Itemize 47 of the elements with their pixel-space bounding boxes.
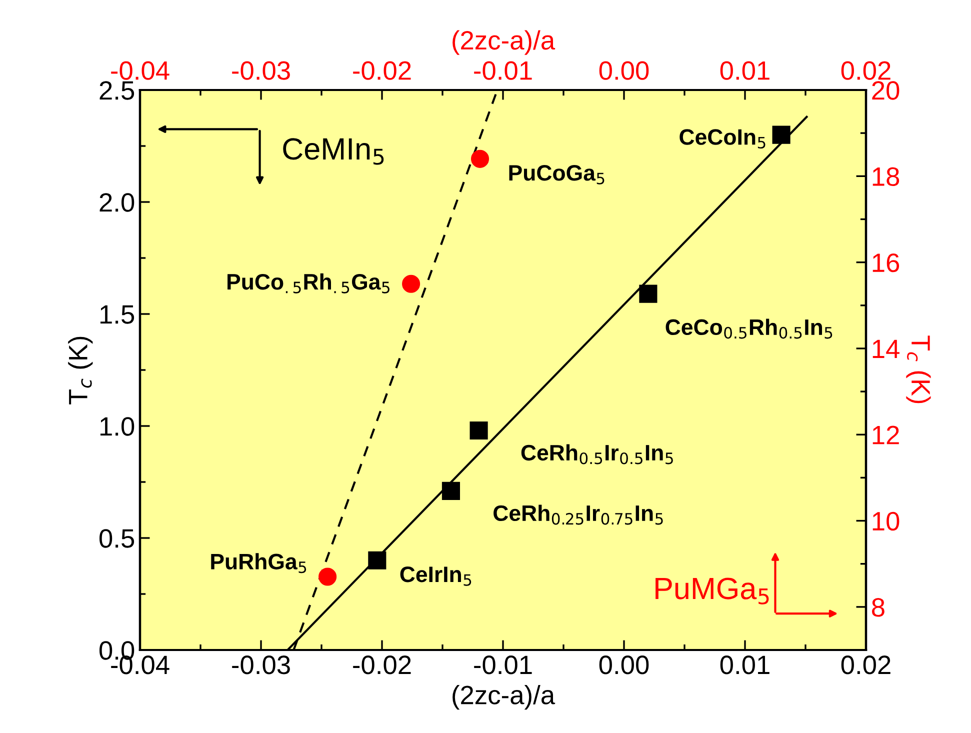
x-tick-label: -0.03: [232, 656, 290, 674]
point: [470, 150, 490, 168]
y-tick-label: 0.5: [99, 529, 134, 548]
series-label: PuRhGa$_{5}$: [211, 553, 306, 574]
annotation: CeMIn$_{5}$: [283, 138, 384, 165]
x-tick-label: -0.02: [353, 656, 411, 674]
x-tick-label: -0.01: [474, 656, 532, 674]
x2-axis-title: (2zc-a)/a: [452, 30, 556, 55]
x2-tick-label: -0.03: [232, 61, 290, 80]
x2-tick-label: -0.04: [111, 61, 170, 80]
y2-tick-label: 20: [872, 81, 900, 100]
x2-tick-label: 0.02: [841, 61, 890, 80]
point: [470, 421, 488, 440]
series-label: PuCo$_{.5}$Rh$_{.5}$Ga$_{5}$: [228, 273, 390, 294]
x-tick-label: 0.00: [599, 656, 649, 674]
point: [368, 551, 386, 570]
y2-tick-label: 16: [872, 253, 900, 272]
x-tick-label: 0.02: [841, 656, 890, 674]
x2-tick-label: 0.01: [720, 61, 770, 80]
y2-tick-label: 10: [872, 512, 900, 531]
y-axis-title: T$_{c}$ (K): [68, 336, 93, 404]
y-tick-label: 2.5: [100, 81, 134, 100]
x-tick-label: 0.01: [720, 656, 770, 674]
point: [639, 284, 658, 303]
point: [772, 126, 790, 144]
point: [318, 568, 337, 586]
series-label: CeCo$_{0.5}$Rh$_{0.5}$In$_{5}$: [666, 318, 832, 339]
x2-tick-label: -0.02: [353, 61, 411, 80]
x-axis-title: (2zc-a)/a: [452, 685, 556, 710]
y2-tick-label: 8: [872, 598, 884, 617]
annotation: PuMGa$_{5}$: [656, 578, 769, 604]
y2-tick-label: 18: [872, 167, 900, 186]
series-label: CeRh$_{0.25}$Ir$_{0.75}$In$_{5}$: [494, 504, 663, 525]
series-label: CeIrIn$_{5}$: [400, 566, 472, 586]
point: [402, 274, 420, 293]
y2-tick-label: 12: [872, 426, 899, 444]
y-tick-label: 1.0: [100, 417, 134, 436]
y2-tick-label: 14: [872, 340, 900, 358]
series-label: CeRh$_{0.5}$Ir$_{0.5}$In$_{5}$: [521, 444, 673, 464]
series-label: CeCoIn$_{5}$: [680, 129, 766, 149]
series-label: PuCoGa$_{5}$: [509, 165, 604, 184]
y-tick-label: 2.0: [100, 193, 134, 212]
x2-tick-label: 0.00: [599, 61, 649, 80]
x2-tick-label: -0.01: [474, 61, 532, 80]
y-tick-label: 1.5: [100, 305, 134, 324]
y2-axis-title: T$_{c}$ (K): [906, 336, 931, 404]
point: [442, 482, 460, 500]
